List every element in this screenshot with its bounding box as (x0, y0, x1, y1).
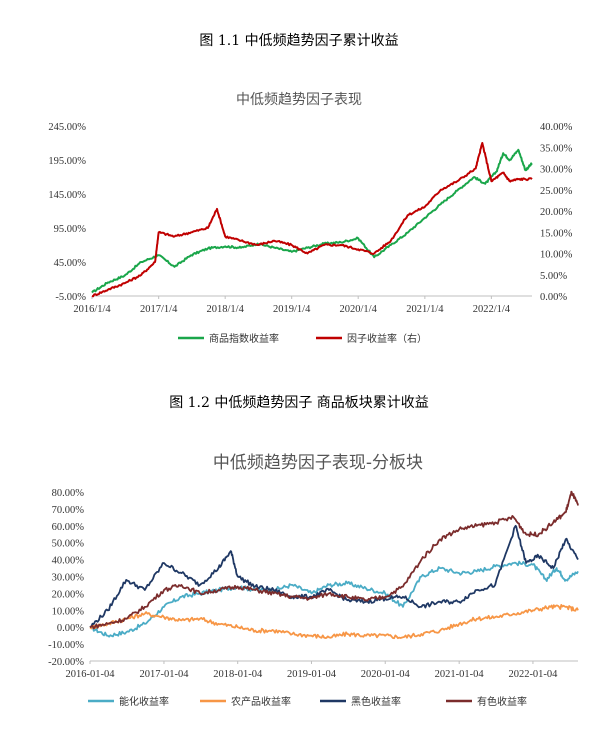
series-line-1 (89, 604, 579, 640)
x-tick-label: 2021-01-04 (435, 669, 485, 680)
chart-2: 中低频趋势因子表现-分板块 80.00% 70.00% 60.00% 50.00% 40… (48, 453, 579, 708)
y-left-tick-label: 10.00% (52, 606, 85, 617)
y-left-tick-label: 145.00% (48, 190, 86, 201)
chart-title: 中低频趋势因子表现-分板块 (213, 453, 423, 473)
y-right-tick-label: 0.00% (540, 292, 567, 303)
series-line-2 (89, 524, 579, 629)
y-right-tick-label: 5.00% (540, 271, 567, 282)
y-left-tick-label: -5.00% (55, 292, 86, 303)
y-left-tick-label: 0.00% (57, 623, 84, 634)
y-left-tick-label: 195.00% (48, 156, 86, 167)
chart-title: 中低频趋势因子表现 (236, 92, 362, 108)
y-right-tick-label: 20.00% (540, 207, 573, 218)
x-tick-label: 2021/1/4 (406, 304, 444, 315)
y-left-tick-label: 95.00% (54, 224, 87, 235)
x-tick-label: 2017-01-04 (139, 669, 189, 680)
x-tick-label: 2022/1/4 (473, 304, 511, 315)
y-left-tick-label: -10.00% (48, 640, 84, 651)
legend-label: 能化收益率 (119, 695, 169, 708)
x-tick-label: 2017/1/4 (140, 304, 178, 315)
legend-label: 农产品收益率 (231, 695, 291, 708)
y-left-tick-label: 45.00% (54, 258, 87, 269)
series-line-0 (89, 560, 579, 638)
y-right-tick-label: 40.00% (540, 122, 573, 133)
y-left-tick-label: 20.00% (52, 589, 85, 600)
chart-1: 中低频趋势因子表现 245.00% 195.00% 145.00% 95.00% 45.… (48, 92, 573, 345)
y-right-tick-label: 25.00% (540, 186, 573, 197)
legend-label: 黑色收益率 (351, 695, 401, 708)
x-tick-label: 2018/1/4 (207, 304, 245, 315)
x-tick-label: 2020/1/4 (340, 304, 378, 315)
y-right-tick-label: 10.00% (540, 250, 573, 261)
figure-caption-1: 图 1.1 中低频趋势因子累计收益 (199, 33, 399, 49)
legend-label: 因子收益率（右） (347, 332, 427, 345)
legend-label: 有色收益率 (477, 695, 527, 708)
y-left-tick-label: 30.00% (52, 573, 85, 584)
y-right-tick-label: 30.00% (540, 165, 573, 176)
y-left-tick-label: 40.00% (52, 556, 85, 567)
y-right-tick-label: 15.00% (540, 228, 573, 239)
x-tick-label: 2019/1/4 (273, 304, 311, 315)
y-right-tick-label: 35.00% (540, 143, 573, 154)
y-left-tick-label: 70.00% (52, 505, 85, 516)
x-tick-label: 2016-01-04 (66, 669, 116, 680)
series-line-0 (91, 148, 533, 294)
y-left-tick-label: 245.00% (48, 122, 86, 133)
x-tick-label: 2020-01-04 (361, 669, 411, 680)
x-tick-label: 2022-01-04 (508, 669, 558, 680)
legend-label: 商品指数收益率 (209, 332, 279, 345)
y-left-tick-label: 50.00% (52, 539, 85, 550)
series-line-1 (91, 142, 533, 298)
x-tick-label: 2019-01-04 (287, 669, 337, 680)
y-left-tick-label: 80.00% (52, 488, 85, 499)
series-line-3 (89, 490, 579, 630)
y-left-tick-label: 60.00% (52, 522, 85, 533)
x-tick-label: 2018-01-04 (213, 669, 263, 680)
x-tick-label: 2016/1/4 (73, 304, 111, 315)
figure-caption-2: 图 1.2 中低频趋势因子 商品板块累计收益 (169, 395, 429, 411)
y-left-tick-label: -20.00% (48, 657, 84, 668)
